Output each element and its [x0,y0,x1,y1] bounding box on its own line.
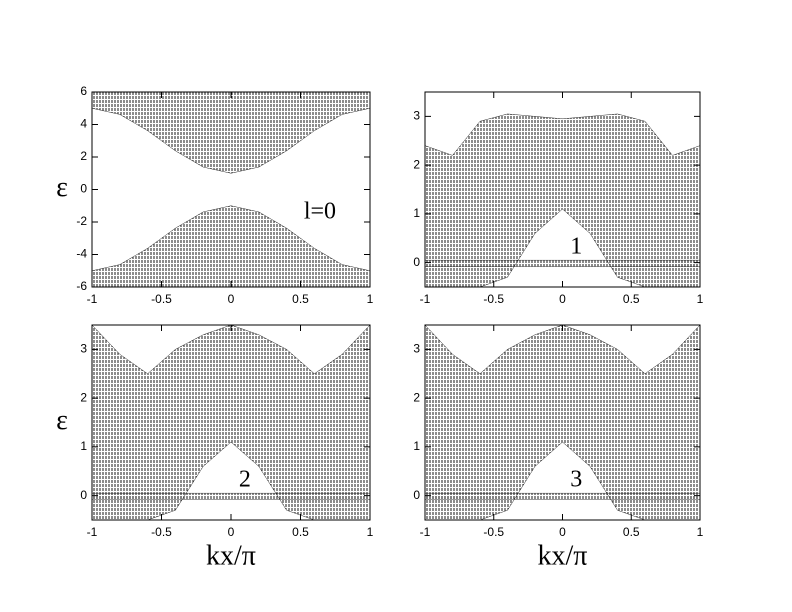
x-tick-label: 1 [367,525,374,539]
y-tick-label: 0 [80,182,87,196]
x-tick-label: -0.5 [151,525,172,539]
y-tick-label: 1 [80,439,87,453]
x-tick-label: 1 [367,292,374,306]
y-tick-label: 0 [413,255,420,269]
x-tick-label: -1 [87,525,98,539]
y-tick-label: 3 [413,342,420,356]
y-tick-label: 1 [413,439,420,453]
band [92,205,370,287]
y-tick-label: 3 [80,342,87,356]
y-tick-label: -6 [76,279,87,293]
y-tick-label: 6 [80,84,87,98]
x-tick-label: 0.5 [623,292,640,306]
band [425,259,700,267]
x-tick-label: 1 [697,525,704,539]
panel-label: 2 [239,467,251,493]
panel-label: 3 [570,467,582,493]
x-tick-label: -1 [87,292,98,306]
band [92,92,370,174]
band [425,325,700,520]
band [425,113,700,287]
y-tick-label: 2 [413,390,420,404]
x-tick-label: 0 [228,292,235,306]
x-tick-label: -0.5 [483,525,504,539]
x-tick-label: 0.5 [292,525,309,539]
panel-label: 1 [570,234,582,260]
x-tick-label: 0 [228,525,235,539]
band [425,492,700,500]
x-axis-label: kx/π [538,540,588,571]
band [92,325,370,520]
x-tick-label: 1 [697,292,704,306]
x-tick-label: 0 [559,525,566,539]
y-tick-label: 2 [80,149,87,163]
y-axis-label: ε [56,172,68,203]
x-tick-label: -0.5 [483,292,504,306]
x-tick-label: 0 [559,292,566,306]
x-tick-label: 0.5 [292,292,309,306]
y-tick-label: -2 [76,214,87,228]
y-tick-label: 1 [413,206,420,220]
panel-label: l=0 [304,198,336,224]
x-axis-label: kx/π [206,540,256,571]
y-tick-label: 0 [413,488,420,502]
y-tick-label: 3 [413,109,420,123]
y-axis-label: ε [56,405,68,436]
x-tick-label: -1 [420,292,431,306]
y-tick-label: 0 [80,488,87,502]
y-tick-label: 2 [413,157,420,171]
y-tick-label: -4 [76,247,87,261]
x-tick-label: -0.5 [151,292,172,306]
y-tick-label: 2 [80,390,87,404]
x-tick-label: 0.5 [623,525,640,539]
band [92,492,370,500]
x-tick-label: -1 [420,525,431,539]
y-tick-label: 4 [80,117,87,131]
